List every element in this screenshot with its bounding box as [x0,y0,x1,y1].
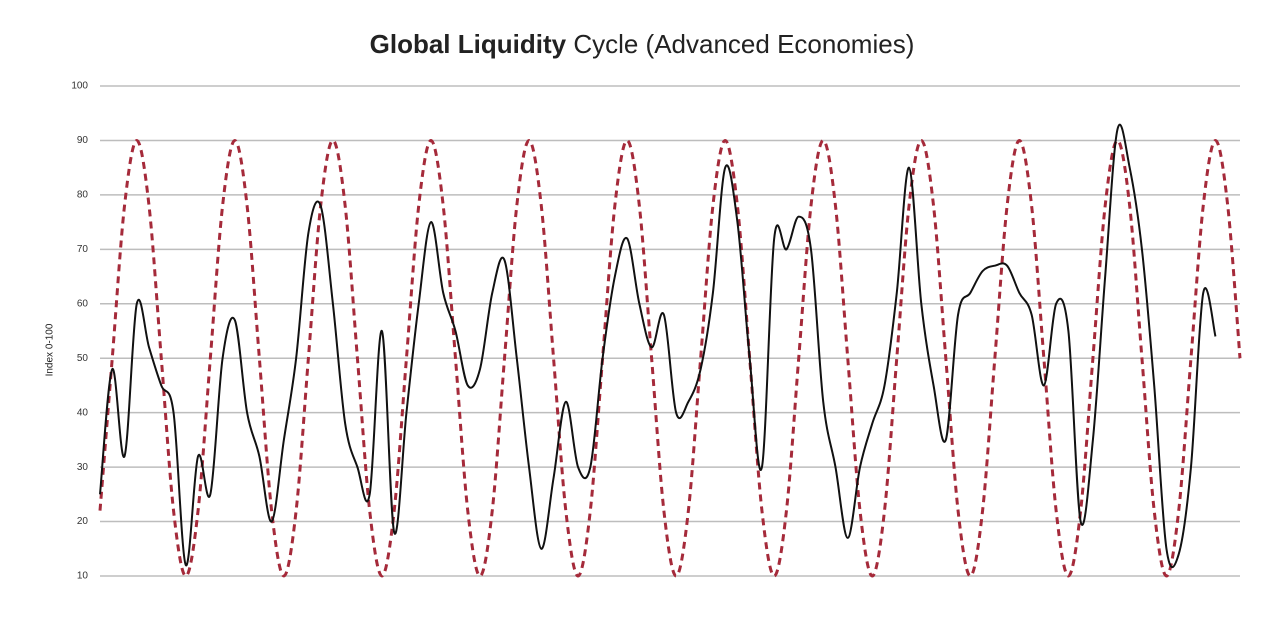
y-tick-label: 100 [71,81,88,92]
y-axis-label: Index 0-100 [45,323,56,376]
y-tick-label: 60 [77,298,89,309]
y-tick-label: 80 [77,190,89,201]
y-tick-label: 90 [77,135,89,146]
chart-title-rest: Cycle (Advanced Economies) [573,29,914,59]
y-tick-label: 50 [77,353,89,364]
series-line [99,123,1217,569]
y-tick-label: 70 [77,244,89,255]
chart-title: Global Liquidity Cycle (Advanced Economi… [370,29,915,59]
y-tick-label: 40 [77,407,89,418]
series-line [98,138,1242,578]
y-tick-label: 30 [77,462,89,473]
y-tick-label: 20 [77,516,89,527]
y-tick-label: 10 [77,571,89,582]
chart-title-bold: Global Liquidity [370,29,567,59]
